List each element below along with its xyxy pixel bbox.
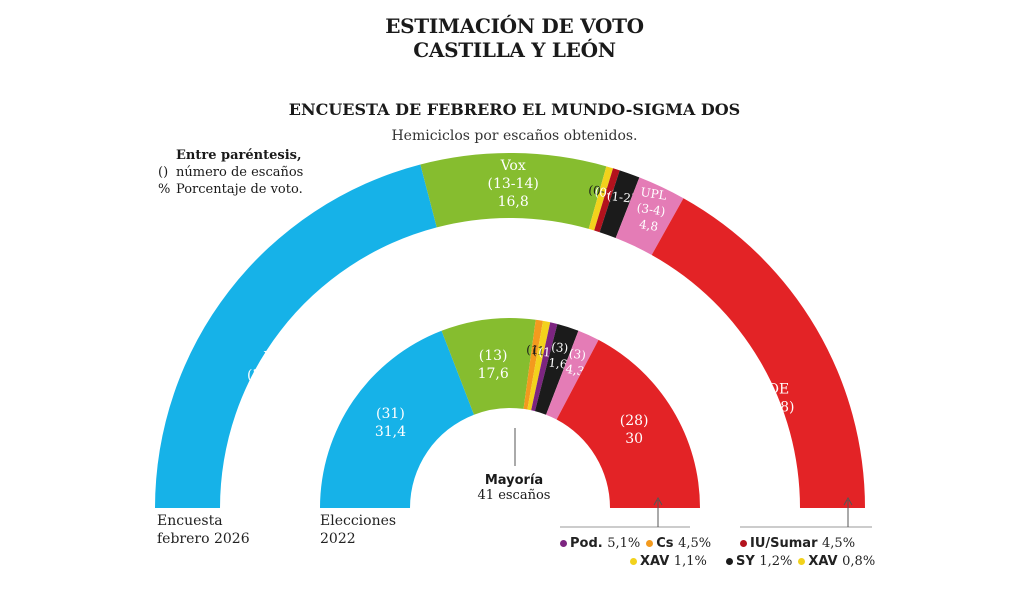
footnote-item-sy: SY 1,2% xyxy=(726,554,792,569)
outer-label-vox-2: 16,8 xyxy=(498,194,529,210)
inner-label-vox-1: 17,6 xyxy=(478,366,509,382)
inner-ring-label-text: Elecciones 2022 xyxy=(320,513,397,547)
chart-subtitle: ENCUESTA DE FEBRERO EL MUNDO-SIGMA DOS xyxy=(288,100,741,119)
footnote-value: 4,5% xyxy=(678,536,712,551)
footnote-dot-pod xyxy=(560,540,567,547)
legend-note: Entre paréntesis, () número de escaños % P… xyxy=(158,147,303,198)
inner-slice-pp xyxy=(320,330,474,508)
paren-text: número de escaños xyxy=(176,165,304,180)
chart-title-line1: ESTIMACIÓN DE VOTO xyxy=(385,14,644,38)
inner-label-upl-1: 4,3 xyxy=(565,362,586,379)
footnote-item-pod: Pod. 5,1% xyxy=(560,536,640,551)
footnote-dot-xav xyxy=(630,558,637,565)
footnote-dot-xav xyxy=(798,558,806,565)
inner-slice-cs xyxy=(523,319,543,410)
inner-ring-label: Elecciones 2022 xyxy=(320,512,396,548)
outer-ring-label: Encuesta febrero 2026 xyxy=(157,512,250,548)
outer-slice-iu-sumar xyxy=(594,168,620,233)
footnote-2026-arrow-head xyxy=(843,496,853,506)
inner-label-psoe-0: (28) xyxy=(620,413,649,429)
outer-label-upl-0: UPL xyxy=(640,185,668,203)
outer-label-pp-1: (32-35) xyxy=(247,368,298,384)
outer-label-vox-1: (13-14) xyxy=(488,176,539,192)
inner-label-psoe-1: 30 xyxy=(625,431,643,447)
inner-label-vox-0: (13) xyxy=(479,348,508,364)
outer-slice-pp xyxy=(155,164,437,508)
majority-value: 41 escaños xyxy=(477,488,551,503)
outer-label-vox-0: Vox xyxy=(500,158,526,174)
footnote-item-xav: XAV 1,1% xyxy=(630,554,707,569)
outer-label-upl-1: (3-4) xyxy=(636,201,667,219)
outer-label-psoe-1: (26-28) xyxy=(743,399,794,415)
outer-label-psoe-2: 29,8 xyxy=(753,417,784,433)
inner-label-pp-1: 31,4 xyxy=(375,424,406,440)
footnote-dot-iu-sumar xyxy=(740,540,747,547)
outer-label-upl-2: 4,8 xyxy=(638,217,659,234)
pct-symbol: % xyxy=(158,182,171,197)
inner-label-sy-0: (3) xyxy=(551,340,569,356)
footnote-dot-sy xyxy=(726,558,733,565)
inner-slice-pod xyxy=(531,322,558,412)
footnote-party: SY xyxy=(736,554,760,569)
outer-slice-psoe xyxy=(651,198,865,508)
majority-box: Mayoría 41 escaños xyxy=(430,473,598,503)
footnote-party: XAV xyxy=(808,554,843,569)
outer-slice-vox xyxy=(420,153,607,229)
footnote-2026-row2: SY 1,2% XAV 0,8% xyxy=(726,554,881,569)
legend-note-heading: Entre paréntesis, xyxy=(176,148,302,163)
outer-label-sy-0: (1-2) xyxy=(606,189,636,206)
footnote-party: XAV xyxy=(640,554,674,569)
footnote-party: Pod. xyxy=(570,536,608,551)
outer-ring-label-text: Encuesta febrero 2026 xyxy=(157,513,250,547)
chart-title-line2: CASTILLA Y LEÓN xyxy=(413,38,616,62)
outer-slice-sy xyxy=(599,170,640,238)
footnote-value: 1,1% xyxy=(673,554,707,569)
footnote-party: Cs xyxy=(656,536,679,551)
inner-slice-xav xyxy=(527,320,551,411)
outer-slice-upl xyxy=(615,177,684,255)
footnote-2026-row1: IU/Sumar 4,5% xyxy=(740,536,861,551)
inner-slice-sy xyxy=(534,324,579,415)
footnote-value: 0,8% xyxy=(842,554,876,569)
footnote-value: 1,2% xyxy=(759,554,793,569)
inner-label-sy-1: 1,6 xyxy=(548,356,568,372)
footnote-dot-cs xyxy=(646,540,654,547)
footnote-2022-row1: Pod. 5,1% Cs 4,5% xyxy=(560,536,717,551)
majority-label: Mayoría xyxy=(484,473,544,488)
footnote-item-cs: Cs 4,5% xyxy=(646,536,711,551)
footnote-2022-arrow-head xyxy=(653,496,663,506)
footnote-party: IU/Sumar xyxy=(750,536,823,551)
footnote-2022-row2: XAV 1,1% xyxy=(630,554,713,569)
footnote-value: 4,5% xyxy=(822,536,856,551)
paren-symbol: () xyxy=(158,165,169,180)
chart-description: Hemiciclos por escaños obtenidos. xyxy=(391,128,638,144)
inner-slice-psoe xyxy=(556,339,700,508)
inner-label-pp-0: (31) xyxy=(376,406,405,422)
pct-text: Porcentaje de voto. xyxy=(176,182,303,197)
inner-label-upl-0: (3) xyxy=(568,346,587,362)
footnote-value: 5,1% xyxy=(607,536,641,551)
footnote-item-xav: XAV 0,8% xyxy=(798,554,875,569)
outer-label-pp-2: 35,8% xyxy=(250,386,294,402)
outer-slice-xav xyxy=(588,166,614,231)
footnote-item-iu-sumar: IU/Sumar 4,5% xyxy=(740,536,855,551)
outer-label-pp-0: PP xyxy=(263,350,282,366)
inner-slice-upl xyxy=(546,330,599,420)
outer-label-psoe-0: PSOE xyxy=(748,381,789,397)
inner-slice-vox xyxy=(441,318,536,415)
